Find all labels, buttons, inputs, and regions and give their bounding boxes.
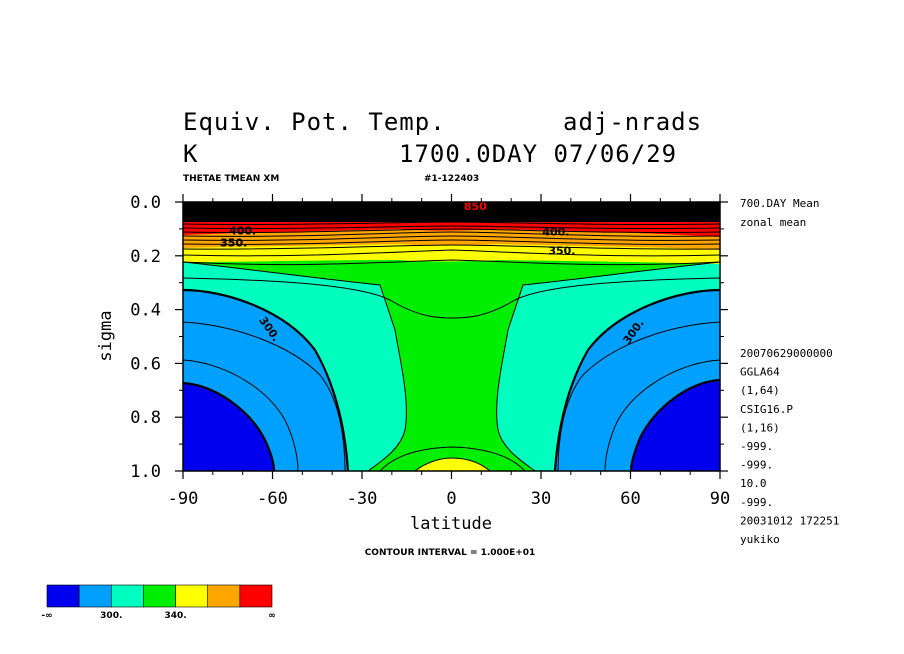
colorbar-swatch <box>110 584 144 608</box>
plot-area: 300. 300.350.350.400. 400.850 <box>182 200 721 472</box>
colorbar-label: 300. <box>100 611 122 621</box>
x-tick-label: 90 <box>710 489 730 509</box>
y-tick-label: 1.0 <box>130 462 161 482</box>
y-tick-label: 0.0 <box>130 193 161 213</box>
side-info-line: -999. <box>740 496 773 509</box>
units-label: K <box>183 140 198 168</box>
colorbar-swatch <box>239 584 273 608</box>
contour-interval-label: CONTOUR INTERVAL = 1.000E+01 <box>365 548 536 558</box>
x-tick-label: 0 <box>446 489 456 509</box>
contour-lines-300 <box>183 288 720 471</box>
contour-label: 400. <box>229 224 256 237</box>
contour-label: 350. <box>220 236 247 249</box>
y-tick-label: 0.6 <box>130 354 161 374</box>
variable-code: THETAE TMEAN XM <box>183 174 279 184</box>
y-tick-label: 0.4 <box>130 301 161 321</box>
side-info-line: (1,64) <box>740 384 780 397</box>
side-info-line: CSIG16.P <box>740 403 793 416</box>
run-id: #1-122403 <box>424 174 479 184</box>
x-tick-label: -60 <box>257 489 288 509</box>
axes: -90 -60 -30 0 30 60 90 0.0 0.2 0.4 0.6 0.8 1.0 <box>130 193 730 509</box>
contour-label: 850 <box>464 200 487 213</box>
upper-contour-lines <box>183 221 720 266</box>
contour-fill <box>183 202 720 471</box>
x-tick-label: -30 <box>347 489 378 509</box>
colorbar-label: -∞ <box>41 611 52 621</box>
colorbar-label: 340. <box>164 611 186 621</box>
colorbar: -∞ 300. 340. ∞ <box>41 584 276 621</box>
y-tick-label: 0.8 <box>130 408 161 428</box>
x-tick-label: 30 <box>531 489 551 509</box>
contour-lines <box>183 261 720 471</box>
side-info: 700.DAY Mean zonal mean 20070629000000 GGLA… <box>740 197 839 546</box>
side-info-line: -999. <box>740 459 773 472</box>
side-info-top-line: 700.DAY Mean <box>740 197 819 210</box>
title-right: adj-nrads <box>563 108 702 136</box>
y-tick-label: 0.2 <box>130 247 161 267</box>
colorbar-swatch <box>78 584 112 608</box>
band-top-saturated <box>183 202 720 222</box>
side-info-line: 10.0 <box>740 477 767 490</box>
side-info-line: yukiko <box>740 533 780 546</box>
colorbar-swatch <box>46 584 80 608</box>
contour-label: 400. <box>542 226 569 239</box>
side-info-line: -999. <box>740 440 773 453</box>
title-left: Equiv. Pot. Temp. <box>183 108 446 136</box>
colorbar-swatch <box>175 584 209 608</box>
band-below-300-left <box>183 383 274 471</box>
side-info-top-line: zonal mean <box>740 216 806 229</box>
side-info-line: (1,16) <box>740 421 780 434</box>
side-info-line: 20031012 172251 <box>740 514 839 527</box>
x-axis-label: latitude <box>410 514 492 534</box>
time-label: 1700.0DAY 07/06/29 <box>399 140 677 168</box>
x-tick-label: 60 <box>620 489 640 509</box>
band-below-300-right <box>631 380 720 471</box>
y-axis-label: sigma <box>96 310 116 361</box>
colorbar-label: ∞ <box>268 611 276 621</box>
side-info-line: GGLA64 <box>740 366 780 379</box>
colorbar-swatch <box>143 584 176 608</box>
x-tick-label: -90 <box>168 489 199 509</box>
side-info-line: 20070629000000 <box>740 347 833 360</box>
contour-label: 350. <box>548 244 575 257</box>
colorbar-swatch <box>207 584 241 608</box>
